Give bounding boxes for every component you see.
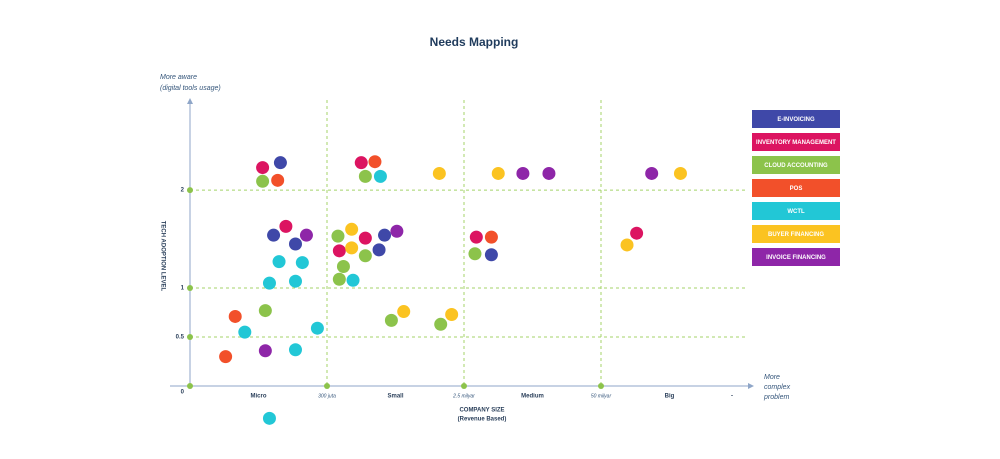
- x-segment-label: Small: [387, 394, 403, 400]
- bubble: [262, 276, 276, 290]
- axis-dot: [598, 383, 604, 389]
- x-segment-label: Big: [665, 394, 675, 400]
- bubble: [378, 228, 392, 242]
- bubble: [372, 243, 386, 257]
- bubble: [288, 237, 302, 251]
- bubble: [542, 166, 556, 180]
- bubble: [397, 305, 411, 319]
- bubble: [262, 411, 276, 425]
- y-tick-label: 0: [181, 390, 185, 396]
- x-tick-label: 2.5 milyar: [452, 393, 475, 399]
- bubble: [373, 169, 387, 183]
- bubble: [331, 229, 345, 243]
- axis-dot: [187, 383, 193, 389]
- x-note: problem: [763, 394, 789, 401]
- bubble: [469, 230, 483, 244]
- bubble: [336, 260, 350, 274]
- bubble: [346, 273, 360, 287]
- bubble: [484, 248, 498, 262]
- bubble: [219, 350, 233, 364]
- axis-dot: [461, 383, 467, 389]
- legend-swatch: [752, 202, 840, 220]
- x-note: More: [764, 374, 780, 381]
- bubble: [354, 156, 368, 170]
- bubble: [445, 308, 459, 321]
- bubble: [299, 228, 313, 242]
- legend-swatch: [752, 110, 840, 128]
- bubble: [271, 173, 285, 187]
- bubble: [358, 231, 372, 245]
- y-axis-arrow: [187, 98, 193, 104]
- bubble: [345, 222, 359, 236]
- bubble: [390, 224, 404, 238]
- bubble: [258, 304, 272, 318]
- x-note: complex: [764, 384, 791, 391]
- y-note: (digital tools usage): [160, 85, 221, 92]
- y-tick-label: 1: [181, 286, 185, 292]
- bubble: [258, 344, 272, 358]
- legend-label: BUYER FINANCING: [768, 232, 824, 238]
- legend-label: INVENTORY MANAGEMENT: [756, 140, 836, 146]
- axis-dot: [324, 383, 330, 389]
- x-axis-arrow: [748, 383, 754, 389]
- x-segment-label: Medium: [521, 394, 544, 400]
- y-note: More aware: [160, 74, 197, 81]
- legend-swatch: [752, 179, 840, 197]
- legend-label: WCTL: [787, 209, 805, 215]
- legend-label: CLOUD ACCOUNTING: [764, 163, 828, 169]
- bubble: [267, 228, 281, 242]
- x-axis-label: COMPANY SIZE: [459, 408, 504, 414]
- y-tick-label: 0.5: [176, 335, 185, 341]
- bubble: [310, 321, 324, 335]
- x-segment-label: Micro: [250, 394, 266, 400]
- legend-swatch: [752, 133, 840, 151]
- bubble: [272, 255, 286, 269]
- bubble: [256, 174, 270, 188]
- bubble: [288, 343, 302, 357]
- bubble: [368, 155, 382, 169]
- legend-label: INVOICE FINANCING: [766, 255, 826, 261]
- bubble: [273, 156, 287, 170]
- bubble: [279, 219, 293, 233]
- legend-label: E-INVOICING: [777, 117, 815, 123]
- bubble: [516, 166, 530, 180]
- bubble: [228, 309, 242, 323]
- bubble: [332, 244, 346, 258]
- bubble: [620, 238, 634, 252]
- x-segment-label: -: [731, 394, 733, 400]
- legend-swatch: [752, 225, 840, 243]
- bubble: [288, 274, 302, 288]
- legend-swatch: [752, 248, 840, 266]
- bubble: [432, 166, 446, 180]
- bubble: [358, 169, 372, 183]
- bubble: [491, 166, 505, 180]
- legend-swatch: [752, 156, 840, 174]
- bubble: [484, 230, 498, 244]
- bubble: [630, 226, 644, 240]
- axis-dot: [187, 285, 193, 292]
- y-axis-label: TECH ADOPTION LEVEL: [159, 221, 165, 292]
- bubble: [238, 325, 252, 339]
- chart-title: Needs Mapping: [430, 35, 519, 49]
- bubble: [332, 272, 346, 286]
- bubble: [468, 247, 482, 261]
- x-tick-label: 50 milyar: [591, 393, 612, 399]
- axis-dot: [187, 334, 193, 341]
- y-tick-label: 2: [181, 188, 185, 194]
- bubble: [384, 313, 398, 327]
- bubble: [673, 166, 687, 180]
- bubble: [434, 317, 448, 331]
- axis-dot: [187, 187, 193, 194]
- x-axis-label: (Revenue Based): [458, 417, 507, 423]
- bubble: [295, 256, 309, 270]
- bubble: [345, 241, 359, 255]
- x-tick-label: 300 juta: [318, 393, 336, 399]
- legend-label: POS: [790, 186, 803, 192]
- bubble: [256, 161, 270, 175]
- bubble: [358, 249, 372, 263]
- bubble: [645, 166, 659, 180]
